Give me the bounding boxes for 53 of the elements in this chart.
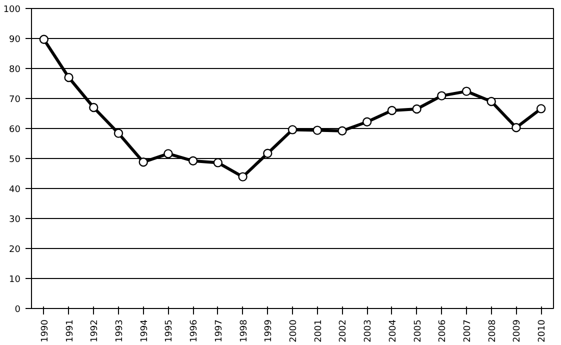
x-tick-label: 1993 (115, 320, 125, 342)
x-tick-label: 2000 (289, 319, 299, 342)
point (89, 102, 98, 112)
y-tick-label: 50 (9, 155, 21, 165)
x-tick-label: 2009 (512, 319, 523, 342)
point (213, 158, 223, 168)
x-tick-label: 2006 (438, 319, 448, 342)
y-tick-label: 90 (9, 35, 21, 45)
y-tick-label: 10 (9, 275, 21, 285)
point (39, 34, 49, 44)
x-tick-label: 1995 (164, 320, 175, 342)
x-tick-label: 2001 (314, 320, 324, 342)
x-tick-label: 2003 (364, 320, 374, 342)
y-tick-label: 100 (3, 5, 21, 15)
x-tick-label: 1997 (214, 320, 224, 342)
y-tick-label: 70 (9, 95, 21, 105)
point (238, 172, 248, 182)
y-tick-label: 0 (14, 305, 21, 315)
point (188, 156, 198, 166)
point (114, 128, 124, 138)
x-tick-label: 1990 (40, 319, 50, 342)
y-tick-label: 20 (9, 245, 21, 255)
x-tick-label: 1999 (264, 319, 274, 342)
y-tick-label: 60 (9, 125, 21, 135)
x-tick-label: 2005 (413, 320, 424, 342)
y-tick-label: 40 (9, 185, 21, 195)
y-tick-label: 80 (9, 65, 21, 75)
x-tick-label: 1998 (239, 319, 250, 342)
point (312, 126, 322, 135)
point (338, 126, 347, 136)
y-tick-label: 30 (9, 215, 21, 225)
x-tick-label: 1991 (65, 320, 76, 342)
point (462, 86, 472, 96)
point (412, 104, 422, 114)
x-tick-label: 2002 (338, 320, 349, 342)
x-tick-label: 2010 (538, 319, 548, 342)
point (64, 72, 74, 82)
point (512, 123, 521, 132)
x-tick-label: 1992 (90, 320, 100, 342)
x-tick-label: 2004 (388, 319, 398, 342)
point (536, 104, 546, 114)
point (486, 96, 496, 106)
x-tick-label: 2008 (488, 319, 498, 342)
x-tick-label: 2007 (463, 320, 473, 342)
point (437, 91, 446, 100)
x-tick-label: 1994 (140, 319, 150, 342)
point (138, 158, 148, 167)
point (288, 125, 298, 134)
point (263, 148, 272, 158)
point (164, 149, 173, 158)
point (387, 106, 397, 116)
point (362, 117, 372, 126)
x-tick-label: 1996 (190, 319, 200, 342)
